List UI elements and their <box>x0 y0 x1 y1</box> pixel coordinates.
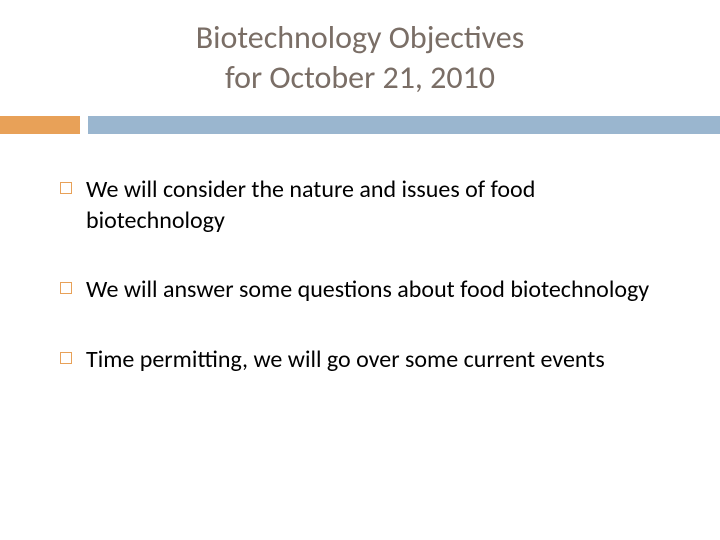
title-area: Biotechnology Objectives for October 21,… <box>0 0 720 110</box>
accent-bar-left <box>0 116 80 134</box>
accent-bar-gap <box>80 116 88 134</box>
accent-bar <box>0 116 720 134</box>
bullet-text: Time permitting, we will go over some cu… <box>86 344 605 375</box>
accent-bar-right <box>88 116 720 134</box>
bullet-item: We will consider the nature and issues o… <box>60 174 660 236</box>
bullet-marker-icon <box>60 182 72 194</box>
bullet-text: We will consider the nature and issues o… <box>86 174 660 236</box>
content-area: We will consider the nature and issues o… <box>0 134 720 375</box>
title-line-2: for October 21, 2010 <box>0 58 720 98</box>
bullet-item: Time permitting, we will go over some cu… <box>60 344 660 375</box>
bullet-marker-icon <box>60 352 72 364</box>
title-line-1: Biotechnology Objectives <box>0 18 720 58</box>
bullet-item: We will answer some questions about food… <box>60 274 660 305</box>
bullet-text: We will answer some questions about food… <box>86 274 649 305</box>
bullet-marker-icon <box>60 282 72 294</box>
